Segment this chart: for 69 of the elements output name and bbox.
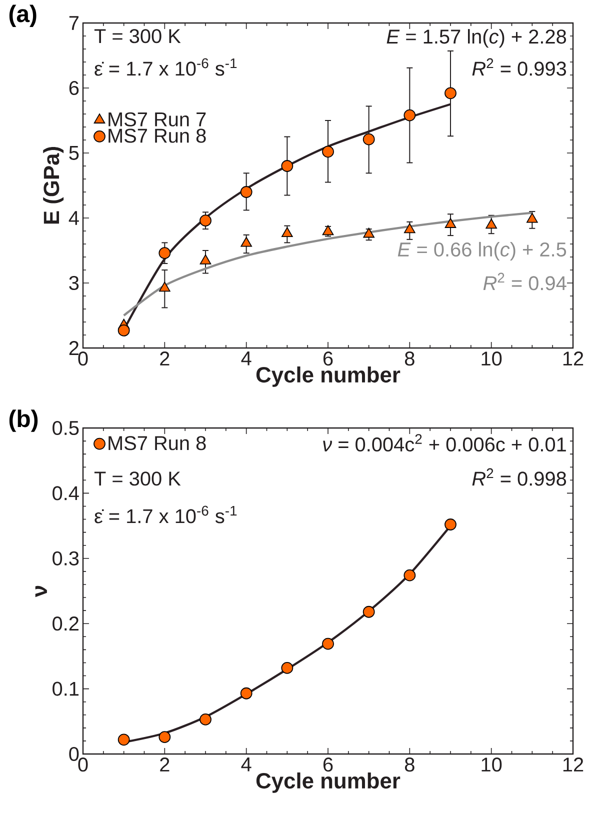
y-tick-label: 6 xyxy=(69,80,79,96)
y-tick-label: 2 xyxy=(69,341,78,355)
point xyxy=(281,160,294,172)
annotation: T = 300 K xyxy=(94,29,181,44)
point xyxy=(444,87,456,100)
y-tick-label: 4 xyxy=(68,211,79,225)
annotation: ε̇ = 1.7 x 10$^{-6}$ s$^{-1}$ xyxy=(94,506,237,524)
point xyxy=(362,133,375,146)
x-axis-title: Cycle number xyxy=(256,772,400,793)
y-tick-label: 0.4 xyxy=(52,486,79,500)
point xyxy=(363,228,374,238)
point xyxy=(322,225,334,236)
point xyxy=(404,109,416,122)
annotation: R$^{2}$ = 0.993 xyxy=(472,58,566,76)
point xyxy=(486,218,497,229)
annotation: R$^{2}$ = 0.998 xyxy=(472,468,566,486)
annotation: E = 0.66 ln(c) + 2.5 xyxy=(398,242,566,261)
x-tick-label: 6 xyxy=(323,758,333,772)
x-tick-label: 12 xyxy=(563,758,584,772)
x-tick-label: 10 xyxy=(482,352,502,366)
y-tick-label: 0.3 xyxy=(52,551,79,566)
point xyxy=(200,713,212,726)
y-tick-label: 0.5 xyxy=(52,420,79,436)
annotation: R$^{2}$ = 0.94 xyxy=(483,272,566,290)
point xyxy=(281,662,294,674)
legend-label: MS7 Run 8 xyxy=(108,436,206,450)
x-tick-label: 10 xyxy=(482,758,502,772)
y-axis-title: ν xyxy=(35,586,47,598)
x-tick-label: 0 xyxy=(78,352,88,366)
point xyxy=(240,687,252,700)
point xyxy=(159,282,170,292)
x-tick-label: 8 xyxy=(404,758,414,772)
x-tick-label: 8 xyxy=(404,352,414,366)
point xyxy=(158,731,171,743)
x-tick-label: 4 xyxy=(241,758,252,772)
annotation: ε̇ = 1.7 x 10$^{-6}$ s$^{-1}$ xyxy=(94,58,237,76)
text: (b) xyxy=(9,410,38,432)
x-tick-label: 6 xyxy=(323,352,333,366)
y-tick-label: 5 xyxy=(69,146,79,160)
x-tick-label: 4 xyxy=(241,352,252,366)
y-tick-label: 0 xyxy=(69,746,79,762)
legend-label: MS7 Run 8 xyxy=(108,128,206,143)
point xyxy=(240,186,252,198)
y-axis-title: E (GPa) xyxy=(43,147,64,224)
point xyxy=(362,606,375,618)
y-tick-label: 7 xyxy=(69,16,78,30)
y-tick-label: 0.2 xyxy=(52,616,78,631)
x-axis-title: Cycle number xyxy=(256,366,400,387)
point xyxy=(322,638,334,650)
point xyxy=(200,254,212,264)
y-tick-label: 3 xyxy=(69,276,79,290)
x-tick-label: 0 xyxy=(78,758,88,772)
point xyxy=(444,518,456,530)
y-tick-label: 0.1 xyxy=(52,682,79,696)
x-tick-label: 2 xyxy=(160,758,170,772)
legend-label: MS7 Run 7 xyxy=(108,112,206,126)
point xyxy=(118,734,130,746)
text: (a) xyxy=(9,4,36,27)
point xyxy=(322,146,334,158)
point xyxy=(158,247,171,260)
annotation: ν = 0.004c$^{2}$ + 0.006c + 0.01 xyxy=(323,434,566,452)
annotation: E = 1.57 ln(c) + 2.28 xyxy=(386,29,566,48)
point xyxy=(240,236,252,247)
point xyxy=(200,214,212,227)
x-tick-label: 12 xyxy=(563,352,584,366)
point xyxy=(404,569,416,582)
annotation: T = 300 K xyxy=(94,472,181,486)
point xyxy=(444,218,456,228)
x-tick-label: 2 xyxy=(160,352,170,366)
